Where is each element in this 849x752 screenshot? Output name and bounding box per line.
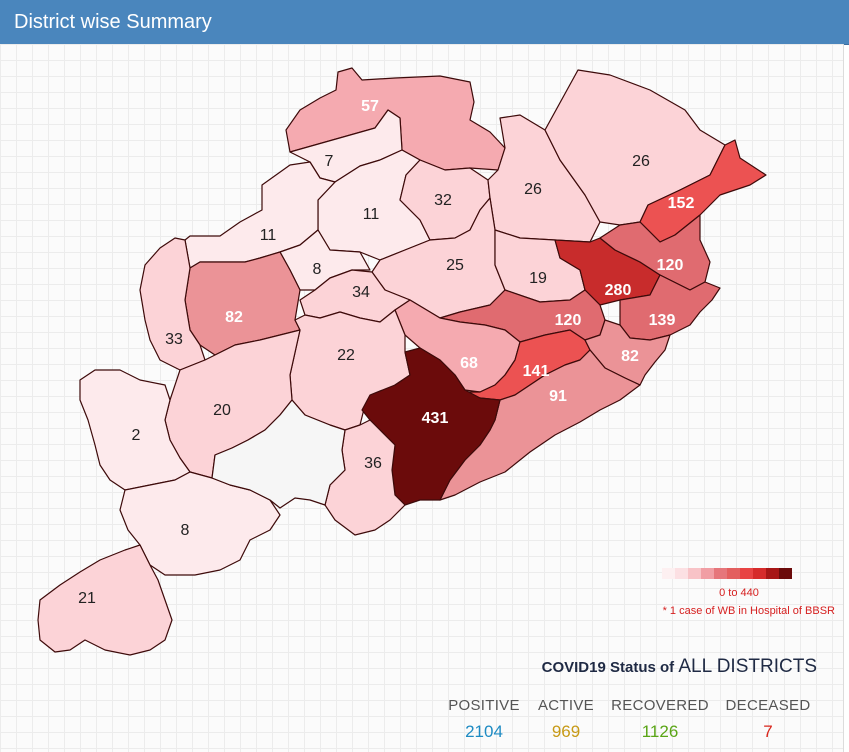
district-label: 2 — [132, 427, 141, 444]
district-label: 120 — [555, 312, 582, 329]
district-shape[interactable] — [599, 214, 711, 291]
district-label: 431 — [422, 410, 449, 427]
stat-active: ACTIVE 969 — [534, 697, 598, 742]
legend-swatch — [727, 568, 740, 579]
district-label: 57 — [361, 98, 379, 115]
stat-label: DECEASED — [725, 697, 811, 714]
stat-value: 1126 — [641, 722, 679, 741]
district-label: 280 — [605, 282, 632, 299]
status-heading: COVID19 Status of ALL DISTRICTS — [542, 656, 817, 678]
district-label: 152 — [668, 195, 695, 212]
district-label: 11 — [363, 206, 380, 223]
district-label: 36 — [364, 455, 382, 472]
district-shape[interactable] — [139, 237, 206, 371]
stat-value: 2104 — [465, 722, 503, 741]
header-bar: District wise Summary — [0, 0, 849, 45]
district-label: 68 — [460, 355, 478, 372]
stat-deceased: DECEASED 7 — [724, 697, 812, 742]
legend-swatch — [753, 568, 766, 579]
district-label: 34 — [352, 284, 370, 301]
district-label: 82 — [225, 309, 243, 326]
legend-swatch — [766, 568, 779, 579]
map-panel: 57 7 11 32 26 26 152 11 8 25 19 280 120 … — [0, 44, 844, 752]
district-label: 8 — [313, 261, 322, 278]
district-map: 57 7 11 32 26 26 152 11 8 25 19 280 120 … — [37, 67, 767, 656]
stat-label: RECOVERED — [611, 697, 709, 714]
district-label: 26 — [632, 153, 650, 170]
stat-label: POSITIVE — [448, 697, 520, 714]
legend-swatch — [675, 568, 688, 579]
stat-value: 969 — [551, 722, 581, 741]
district-label: 8 — [181, 522, 190, 539]
district-label: 82 — [621, 348, 639, 365]
district-label: 139 — [649, 312, 676, 329]
district-label: 141 — [523, 363, 550, 380]
stat-recovered: RECOVERED 1126 — [610, 697, 710, 742]
district-label: 26 — [524, 181, 542, 198]
legend-note: * 1 case of WB in Hospital of BBSR — [662, 605, 835, 617]
legend-range: 0 to 440 — [719, 587, 759, 599]
district-labels: 57 7 11 32 26 26 152 11 8 25 19 280 120 … — [78, 98, 694, 607]
stat-label: ACTIVE — [538, 697, 594, 714]
district-label: 91 — [549, 388, 567, 405]
district-label: 19 — [529, 270, 547, 287]
legend-swatch — [701, 568, 714, 579]
district-label: 33 — [165, 331, 183, 348]
legend-swatch — [714, 568, 727, 579]
stat-value: 7 — [763, 722, 773, 741]
stats-row: POSITIVE 2104 ACTIVE 969 RECOVERED 1126 … — [440, 697, 824, 747]
status-prefix: COVID19 Status of — [541, 659, 679, 676]
district-label: 20 — [213, 402, 231, 419]
district-shape[interactable] — [37, 544, 173, 656]
district-label: 25 — [446, 257, 464, 274]
legend-swatch — [779, 568, 792, 579]
status-scope: ALL DISTRICTS — [678, 656, 817, 677]
district-shape-unlabeled[interactable] — [211, 399, 346, 509]
legend-swatch — [662, 568, 675, 579]
district-shape[interactable] — [361, 347, 501, 506]
legend-swatch — [688, 568, 701, 579]
legend-color-scale — [662, 568, 792, 579]
district-label: 21 — [78, 590, 96, 607]
district-label: 120 — [657, 257, 684, 274]
legend-swatch — [740, 568, 753, 579]
district-label: 32 — [434, 192, 452, 209]
header-title: District wise Summary — [14, 11, 212, 33]
stat-positive: POSITIVE 2104 — [440, 697, 528, 742]
district-label: 11 — [260, 227, 277, 244]
district-label: 22 — [337, 347, 355, 364]
district-label: 7 — [325, 153, 334, 170]
